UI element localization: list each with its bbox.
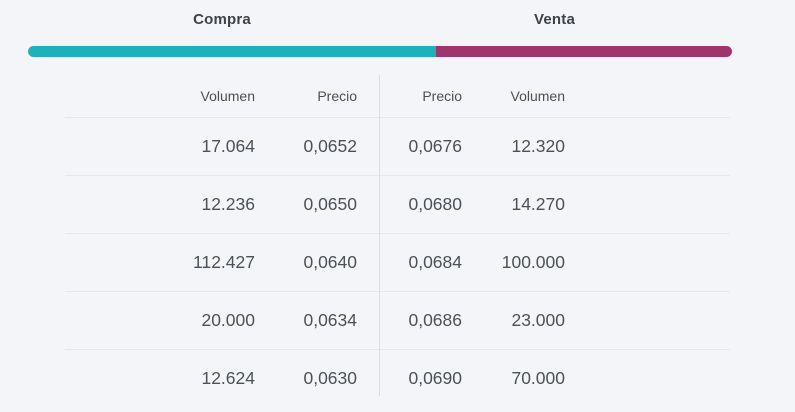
- order-book-rows: 17.064 0,0652 0,0676 12.320 12.236 0,065…: [65, 117, 730, 407]
- order-book-row[interactable]: 17.064 0,0652 0,0676 12.320: [65, 117, 730, 175]
- side-labels-row: Compra Venta: [65, 11, 730, 28]
- compra-volumen-value: 12.624: [201, 368, 255, 388]
- compra-precio-value: 0,0634: [303, 310, 357, 330]
- venta-precio-value: 0,0686: [408, 310, 462, 330]
- venta-precio-header: Precio: [422, 88, 462, 104]
- column-header-row: Volumen Precio Precio Volumen: [65, 75, 730, 117]
- compra-volumen-value: 12.236: [201, 194, 255, 214]
- venta-volumen-value: 14.270: [511, 194, 565, 214]
- compra-precio-value: 0,0652: [303, 136, 357, 156]
- center-column-divider: [379, 75, 380, 396]
- venta-precio-value: 0,0680: [408, 194, 462, 214]
- buy-sell-depth-bar: [28, 46, 732, 57]
- venta-volumen-value: 23.000: [511, 310, 565, 330]
- compra-precio-value: 0,0630: [303, 368, 357, 388]
- order-book-row[interactable]: 20.000 0,0634 0,0686 23.000: [65, 291, 730, 349]
- venta-side-label: Venta: [533, 11, 576, 28]
- order-book-table: Volumen Precio Precio Volumen 17.064 0,0…: [65, 75, 730, 407]
- venta-volumen-value: 70.000: [511, 368, 565, 388]
- venta-precio-value: 0,0676: [408, 136, 462, 156]
- compra-side-label: Compra: [193, 11, 251, 28]
- compra-volumen-value: 20.000: [201, 310, 255, 330]
- compra-precio-value: 0,0650: [303, 194, 357, 214]
- compra-precio-value: 0,0640: [303, 252, 357, 272]
- compra-volumen-value: 112.427: [193, 252, 255, 272]
- venta-volumen-value: 100.000: [501, 252, 565, 272]
- order-book-row[interactable]: 12.624 0,0630 0,0690 70.000: [65, 349, 730, 407]
- venta-volumen-header: Volumen: [510, 88, 565, 104]
- compra-precio-header: Precio: [317, 88, 357, 104]
- order-book-row[interactable]: 12.236 0,0650 0,0680 14.270: [65, 175, 730, 233]
- compra-volumen-value: 17.064: [201, 136, 255, 156]
- order-book-row[interactable]: 112.427 0,0640 0,0684 100.000: [65, 233, 730, 291]
- venta-precio-value: 0,0690: [408, 368, 462, 388]
- venta-precio-value: 0,0684: [408, 252, 462, 272]
- venta-volumen-value: 12.320: [511, 136, 565, 156]
- compra-depth-segment: [28, 46, 437, 57]
- compra-volumen-header: Volumen: [200, 88, 255, 104]
- venta-depth-segment: [436, 46, 732, 57]
